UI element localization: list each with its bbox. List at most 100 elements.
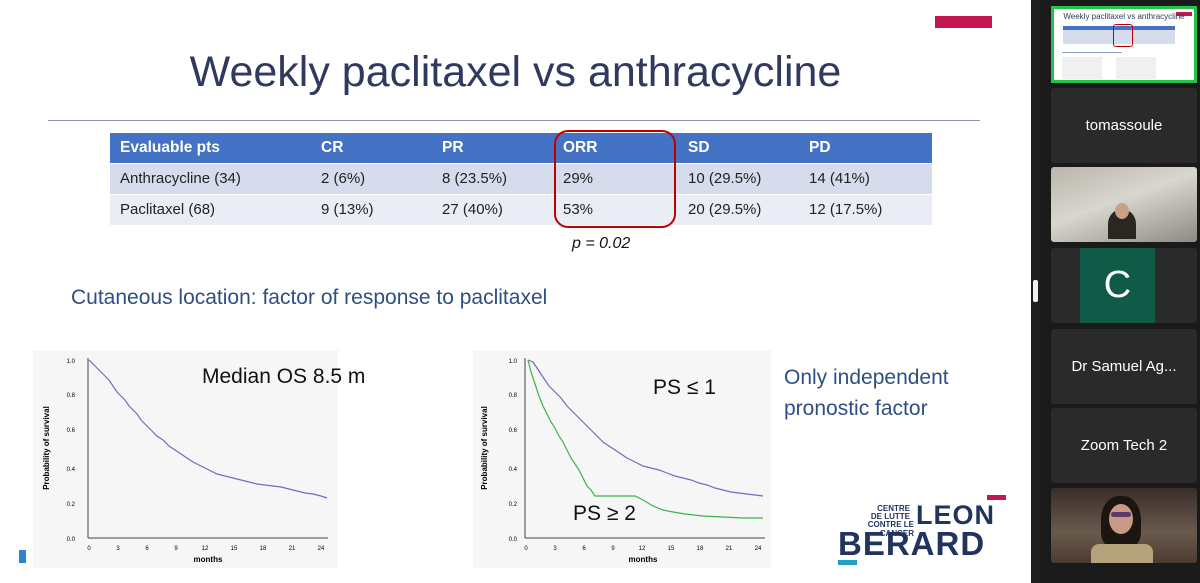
- logo-berard: BERARD: [838, 525, 986, 562]
- orr-highlight-box: [554, 130, 676, 228]
- person-shoulders: [1091, 544, 1153, 563]
- section-heading: Cutaneous location: factor of response t…: [71, 286, 548, 309]
- slide-title: Weekly paclitaxel vs anthracycline: [189, 48, 842, 96]
- table-header-cell: ORR: [553, 133, 678, 163]
- person-face: [1109, 504, 1133, 534]
- title-divider: [48, 120, 980, 121]
- x-tick-labels: 0 3 6 9 12 15 18 21 24: [524, 546, 762, 552]
- participant-video-tile[interactable]: [1051, 488, 1197, 563]
- x-axis-label: months: [194, 555, 223, 564]
- km-plot-overall: 0.0 0.2 0.4 0.6 0.8 1.0 0 3 6 9 12 15 18…: [33, 350, 338, 568]
- table-header-row: Evaluable pts CR PR ORR SD PD: [110, 133, 932, 163]
- participant-name: tomassoule: [1085, 117, 1163, 134]
- thumbnail-accent: [1176, 12, 1192, 16]
- independent-factor-note: Only independent pronostic factor: [784, 362, 949, 424]
- table-cell: 53%: [553, 193, 678, 225]
- table-cell: Anthracycline (34): [110, 162, 311, 194]
- x-tick-label: 9: [611, 546, 615, 552]
- y-tick-label: 0.0: [67, 537, 76, 543]
- participant-tile[interactable]: tomassoule: [1051, 88, 1197, 163]
- centre-leon-berard-logo: CENTRE DE LUTTE CONTRE LE CANCER LEON BE…: [836, 494, 1014, 565]
- x-tick-label: 21: [726, 546, 733, 552]
- x-tick-label: 3: [553, 546, 557, 552]
- thumbnail-highlight: [1113, 24, 1133, 47]
- table-cell: 29%: [553, 162, 678, 194]
- note-line: Only independent: [784, 366, 949, 389]
- y-tick-labels: 0.0 0.2 0.4 0.6 0.8 1.0: [509, 359, 518, 543]
- table-cell: 2 (6%): [311, 162, 432, 194]
- table-cell: 20 (29.5%): [678, 193, 799, 225]
- participant-avatar-tile[interactable]: C: [1051, 248, 1197, 323]
- participants-panel: Weekly paclitaxel vs anthracycline tomas…: [1040, 0, 1200, 583]
- participant-tile[interactable]: Zoom Tech 2: [1051, 408, 1197, 483]
- thumbnail-plot: [1116, 57, 1156, 79]
- person-face: [1115, 203, 1129, 219]
- median-os-label: Median OS 8.5 m: [202, 365, 366, 388]
- x-tick-label: 0: [87, 546, 91, 552]
- km-plot-ps: 0.0 0.2 0.4 0.6 0.8 1.0 0 3 6 9 12 15 18…: [473, 350, 771, 568]
- shared-slide: Weekly paclitaxel vs anthracycline Evalu…: [0, 0, 1031, 583]
- logo-small-text: CONTRE LE CANCER: [867, 520, 914, 538]
- table-cell: 12 (17.5%): [799, 193, 932, 225]
- y-tick-label: 1.0: [509, 359, 518, 365]
- y-tick-labels: 0.0 0.2 0.4 0.6 0.8 1.0: [67, 359, 76, 543]
- ps-low-label: PS ≤ 1: [653, 376, 716, 399]
- x-tick-label: 15: [668, 546, 675, 552]
- x-tick-label: 6: [145, 546, 149, 552]
- x-tick-label: 24: [755, 546, 762, 552]
- y-tick-label: 0.8: [67, 393, 76, 399]
- x-tick-label: 9: [174, 546, 178, 552]
- logo-small-text: DE LUTTE: [870, 512, 910, 521]
- x-tick-label: 18: [697, 546, 704, 552]
- y-tick-label: 0.0: [509, 537, 518, 543]
- y-tick-label: 0.6: [67, 428, 76, 434]
- table-header-cell: Evaluable pts: [110, 133, 311, 163]
- thumbnail-title: Weekly paclitaxel vs anthracycline: [1063, 12, 1185, 21]
- active-speaker-thumbnail[interactable]: Weekly paclitaxel vs anthracycline: [1051, 6, 1197, 83]
- table-row: Anthracycline (34) 2 (6%) 8 (23.5%) 29% …: [110, 162, 932, 194]
- km-plot-ps-svg: 0.0 0.2 0.4 0.6 0.8 1.0 0 3 6 9 12 15 18…: [480, 358, 765, 564]
- y-tick-label: 0.6: [509, 428, 518, 434]
- thumbnail-table: [1063, 26, 1175, 44]
- table-cell: 8 (23.5%): [432, 162, 553, 194]
- table-header-cell: SD: [678, 133, 799, 163]
- logo-accent: [987, 495, 1006, 500]
- x-axis-label: months: [629, 555, 658, 564]
- survival-curve-ps-low: [527, 359, 764, 497]
- logo-leon: LEON: [916, 500, 996, 530]
- p-value: p = 0.02: [572, 235, 631, 252]
- logo-accent: [838, 560, 857, 565]
- x-tick-label: 24: [318, 546, 325, 552]
- table-cell: 27 (40%): [432, 193, 553, 225]
- table-header-cell: PR: [432, 133, 553, 163]
- x-tick-label: 0: [524, 546, 528, 552]
- table-row: Paclitaxel (68) 9 (13%) 27 (40%) 53% 20 …: [110, 193, 932, 225]
- slide-corner-mark: [19, 550, 26, 563]
- resize-grip-icon[interactable]: [1033, 280, 1038, 302]
- y-axis-label: Probability of survival: [42, 406, 51, 490]
- y-tick-label: 0.8: [509, 393, 518, 399]
- y-tick-label: 1.0: [67, 359, 76, 365]
- participant-name: Zoom Tech 2: [1080, 437, 1168, 454]
- thumbnail-text-line: [1062, 52, 1122, 53]
- y-tick-label: 0.4: [67, 467, 76, 473]
- results-table: Evaluable pts CR PR ORR SD PD Anthracycl…: [110, 133, 932, 225]
- table-cell: 14 (41%): [799, 162, 932, 194]
- y-tick-label: 0.4: [509, 467, 518, 473]
- table-cell: Paclitaxel (68): [110, 193, 311, 225]
- accent-bar: [935, 16, 992, 28]
- survival-curve-ps-high: [527, 359, 763, 519]
- table-cell: 10 (29.5%): [678, 162, 799, 194]
- panel-resize-handle[interactable]: [1031, 0, 1040, 583]
- survival-curve-all: [88, 359, 328, 499]
- x-tick-label: 3: [116, 546, 120, 552]
- x-tick-label: 6: [582, 546, 586, 552]
- note-line: pronostic factor: [784, 397, 928, 420]
- x-tick-label: 12: [202, 546, 209, 552]
- table-header-cell: PD: [799, 133, 932, 163]
- y-axis-label: Probability of survival: [480, 406, 489, 490]
- participant-video-tile[interactable]: [1051, 167, 1197, 242]
- participant-tile[interactable]: Dr Samuel Ag...: [1051, 329, 1197, 404]
- thumbnail-plot: [1062, 57, 1102, 79]
- x-tick-labels: 0 3 6 9 12 15 18 21 24: [87, 546, 325, 552]
